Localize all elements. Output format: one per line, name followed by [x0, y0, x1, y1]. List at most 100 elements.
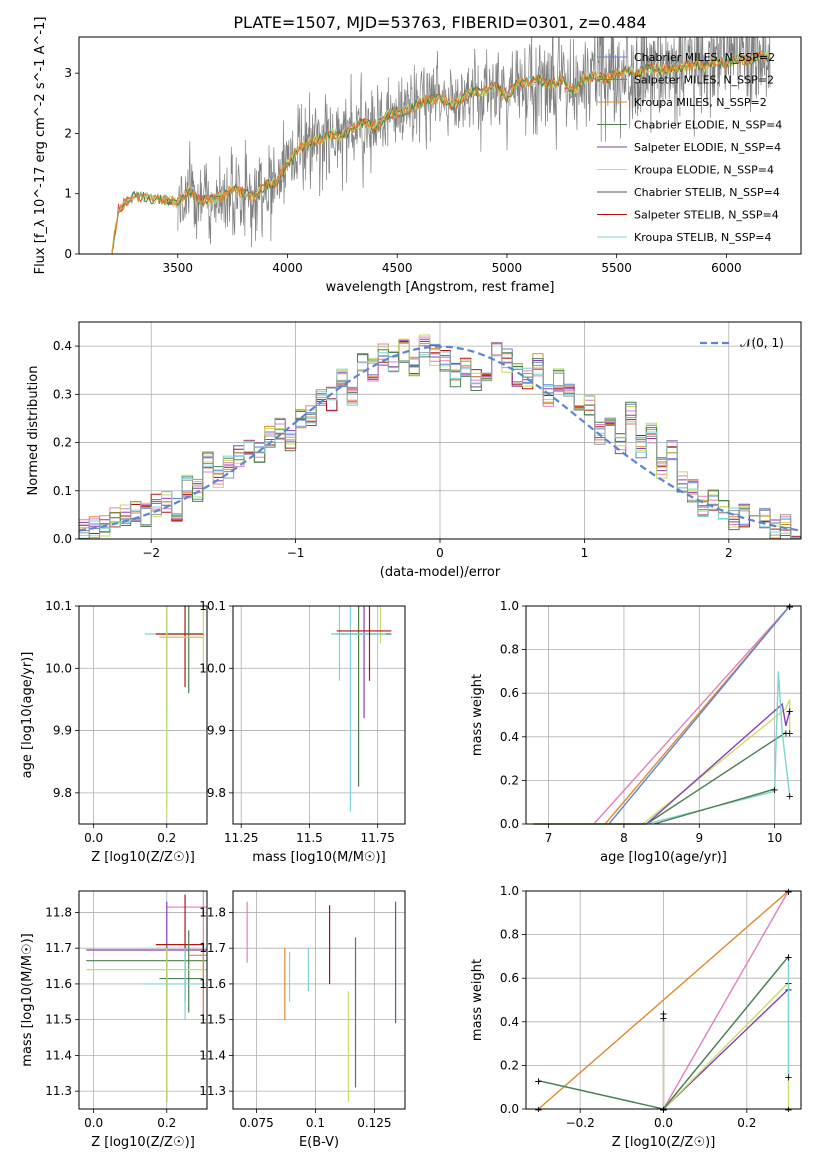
panel-mass-vs-EBV: 0.075 0.1 0.125 11.3 11.4 11.5 11.6 11.7 11.8 E(B…: [199, 890, 406, 1150]
y-tick-label: 11.8: [199, 905, 226, 919]
mass-weight-line: [608, 605, 791, 825]
y-tick-label: 0.4: [53, 339, 72, 353]
y-tick-label: 0.3: [53, 387, 72, 401]
x-tick-label: 0.075: [239, 1116, 273, 1130]
y-tick-label: 0.2: [500, 1058, 519, 1072]
plot-area-mass-vs-EBV: [246, 901, 397, 1102]
y-tick-label: 11.5: [45, 1013, 72, 1027]
panels: 3500 4000 4500 5000 5500 6000 0 1 2 3 wavelength […: [20, 17, 802, 1150]
panel-residuals: −2 −1 0 1 2 0.0 0.1 0.2 0.3 0.4 (data-model)/error…: [26, 321, 802, 580]
model-curve: [111, 50, 771, 254]
marker-plus: +: [534, 1077, 542, 1088]
mass-weight-line: [646, 702, 791, 825]
plot-area-mass-vs-Z: [86, 891, 207, 1102]
mass-weight-line: [538, 890, 789, 1110]
y-tick-label: 0: [64, 247, 72, 261]
plot-area-age-vs-mass: [331, 606, 392, 812]
marker-plus: +: [786, 602, 794, 613]
marker-plus: +: [784, 887, 792, 898]
y-tick-label: 11.3: [45, 1084, 72, 1098]
y-tick-label: 0.4: [500, 730, 519, 744]
x-tick-label: 0: [436, 546, 444, 560]
axes-frame: [78, 321, 802, 540]
marker-plus: +: [770, 785, 778, 796]
axes-frame: [525, 605, 802, 825]
marker-plus: +: [534, 1077, 542, 1088]
legend-label: Salpeter ELODIE, N_SSP=4: [634, 141, 781, 154]
plot-area-mass-weight-vs-age: ++++++++: [533, 602, 794, 825]
histogram-step: [79, 343, 801, 539]
legend-spectrum: Chabrier MILES, N_SSP=2 Salpeter MILES, N…: [597, 51, 782, 244]
x-axis-label: (data-model)/error: [380, 565, 501, 580]
legend-label: Chabrier ELODIE, N_SSP=4: [634, 119, 782, 132]
axes-frame: [78, 36, 802, 255]
y-tick-label: 11.8: [45, 905, 72, 919]
axes-frame: [232, 890, 406, 1110]
marker-plus: +: [786, 792, 794, 803]
y-tick-label: 11.7: [45, 941, 72, 955]
x-tick-label: 0.1: [306, 1116, 325, 1130]
y-tick-label: 2: [64, 126, 72, 140]
y-tick-label: 1.0: [500, 884, 519, 898]
marker-plus: +: [784, 952, 792, 963]
y-tick-label: 3: [64, 66, 72, 80]
y-axis-label: age [log10(age/yr)]: [20, 652, 35, 779]
y-tick-label: 11.4: [45, 1048, 72, 1062]
legend-label: 𝒩(0, 1): [740, 336, 784, 350]
x-tick-label: 11.75: [361, 831, 395, 845]
legend-label: Chabrier MILES, N_SSP=2: [634, 51, 775, 64]
mass-weight-line: [662, 890, 790, 1110]
axes-frame: [78, 605, 208, 825]
x-tick-label: −1: [287, 546, 305, 560]
y-tick-label: 9.9: [53, 724, 72, 738]
y-tick-label: 0.6: [500, 686, 519, 700]
y-tick-label: 0.0: [500, 1102, 519, 1116]
marker-plus: +: [659, 1009, 667, 1020]
marker-plus: +: [786, 602, 794, 613]
x-tick-label: −0.2: [566, 1116, 595, 1130]
panel-mass-weight-vs-age: ++++++++ 7 8 9 10 0.0 0.2 0.4 0.6 0.8 1.0 age [log1…: [470, 599, 802, 865]
x-axis-label: Z [log10(Z/Z☉)]: [612, 1135, 716, 1150]
x-tick-label: 0.2: [737, 1116, 756, 1130]
x-tick-label: 0.0: [84, 1116, 103, 1130]
marker-plus: +: [784, 1105, 792, 1116]
y-tick-label: 0.0: [500, 817, 519, 831]
marker-plus: +: [784, 952, 792, 963]
y-axis-label: Normed distribution: [26, 366, 41, 496]
plot-area-residuals: [79, 334, 801, 539]
x-axis-label: Z [log10(Z/Z☉)]: [91, 1135, 195, 1150]
y-tick-label: 11.3: [199, 1084, 226, 1098]
mass-weight-line: [646, 671, 791, 825]
y-tick-label: 11.6: [199, 977, 226, 991]
axes-frame: [232, 605, 406, 825]
y-tick-label: 0.1: [53, 484, 72, 498]
x-tick-label: 0.125: [357, 1116, 391, 1130]
y-tick-label: 10.0: [199, 661, 226, 675]
legend-label: Kroupa MILES, N_SSP=2: [634, 96, 767, 109]
x-axis-label: wavelength [Angstrom, rest frame]: [326, 280, 555, 295]
panel-mass-vs-Z: 0.0 0.2 11.3 11.4 11.5 11.6 11.7 11.8 Z [log10(Z…: [20, 890, 208, 1150]
marker-plus: +: [786, 602, 794, 613]
x-tick-label: 5500: [601, 261, 632, 275]
y-tick-label: 11.6: [45, 977, 72, 991]
x-axis-label: E(B-V): [299, 1135, 339, 1150]
x-tick-label: 4500: [382, 261, 413, 275]
x-tick-label: 1: [581, 546, 589, 560]
x-tick-label: 0.0: [84, 831, 103, 845]
y-tick-label: 11.5: [199, 1013, 226, 1027]
y-tick-label: 0.8: [500, 928, 519, 942]
x-tick-label: 2: [725, 546, 733, 560]
gaussian-curve: [79, 345, 799, 532]
y-tick-label: 9.8: [53, 786, 72, 800]
y-tick-label: 0.6: [500, 971, 519, 985]
legend-label: Chabrier STELIB, N_SSP=4: [634, 186, 780, 199]
y-tick-label: 11.7: [199, 941, 226, 955]
panel-age-vs-Z: 0.0 0.2 9.8 9.9 10.0 10.1 Z [log10(Z/Z☉)] age […: [20, 599, 208, 865]
x-tick-label: 0.2: [157, 831, 176, 845]
x-tick-label: 5000: [492, 261, 523, 275]
x-tick-label: 3500: [162, 261, 193, 275]
y-tick-label: 1: [64, 187, 72, 201]
marker-plus: +: [786, 707, 794, 718]
mass-weight-line: [653, 788, 775, 825]
